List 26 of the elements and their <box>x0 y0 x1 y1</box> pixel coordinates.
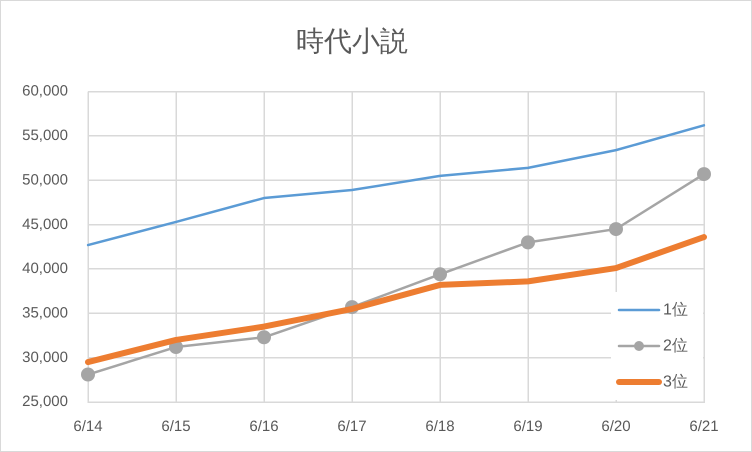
point <box>433 267 447 282</box>
x-tick-label: 6/21 <box>689 418 719 436</box>
x-tick-label: 6/20 <box>601 418 631 436</box>
x-tick-label: 6/17 <box>337 418 367 436</box>
x-tick-label: 6/15 <box>161 418 191 436</box>
y-tick-label: 25,000 <box>22 393 68 410</box>
y-tick-label: 35,000 <box>22 304 68 322</box>
point <box>609 222 623 236</box>
x-tick-label: 6/19 <box>513 418 543 436</box>
legend-label: 1位 <box>663 301 688 318</box>
y-tick-label: 50,000 <box>22 171 68 188</box>
x-tick-label: 6/16 <box>249 418 279 436</box>
point <box>697 167 711 182</box>
point <box>257 330 271 344</box>
y-tick-label: 45,000 <box>22 216 68 233</box>
x-tick-label: 6/14 <box>73 418 103 436</box>
x-tick-label: 6/18 <box>425 418 455 436</box>
point <box>521 235 535 250</box>
chart-title: 時代小説 <box>296 26 408 57</box>
y-tick-label: 55,000 <box>22 127 68 144</box>
legend-label: 3位 <box>663 373 688 390</box>
y-tick-label: 30,000 <box>22 348 68 366</box>
legend-label: 2位 <box>663 337 688 354</box>
y-tick-label: 40,000 <box>22 260 68 278</box>
y-tick-label: 60,000 <box>22 82 68 100</box>
point <box>81 368 95 382</box>
